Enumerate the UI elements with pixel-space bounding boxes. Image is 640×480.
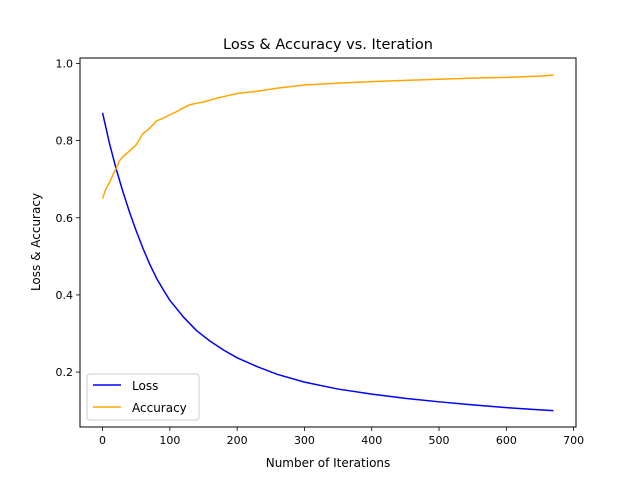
series-line-loss	[101, 112, 554, 412]
x-tick-label: 100	[159, 434, 180, 447]
axis-ticks: 0 100 200 300 400 500 600 700 0.2 0.4 0.6 0.8 1.0	[56, 57, 585, 447]
series-line-accuracy	[101, 74, 554, 199]
y-axis-label: Loss & Accuracy	[29, 193, 43, 291]
y-tick-label: 0.4	[56, 289, 74, 302]
x-axis-label: Number of Iterations	[266, 456, 391, 470]
legend-label-accuracy: Accuracy	[132, 401, 187, 415]
plot-frame	[79, 57, 577, 428]
x-tick-label: 400	[361, 434, 382, 447]
x-tick-label: 500	[429, 434, 450, 447]
chart-title: Loss & Accuracy vs. Iteration	[223, 37, 433, 53]
x-tick-label: 600	[496, 434, 517, 447]
x-tick-label: 0	[99, 434, 106, 447]
x-tick-label: 300	[294, 434, 315, 447]
y-tick-label: 0.8	[56, 135, 74, 148]
plot-lines	[101, 74, 554, 412]
x-tick-label: 700	[563, 434, 584, 447]
legend-label-loss: Loss	[132, 379, 158, 393]
legend: Loss Accuracy	[86, 373, 200, 421]
x-tick-label: 200	[227, 434, 248, 447]
y-tick-label: 0.6	[56, 212, 74, 225]
y-tick-label: 1.0	[56, 57, 74, 70]
y-tick-label: 0.2	[56, 366, 74, 379]
